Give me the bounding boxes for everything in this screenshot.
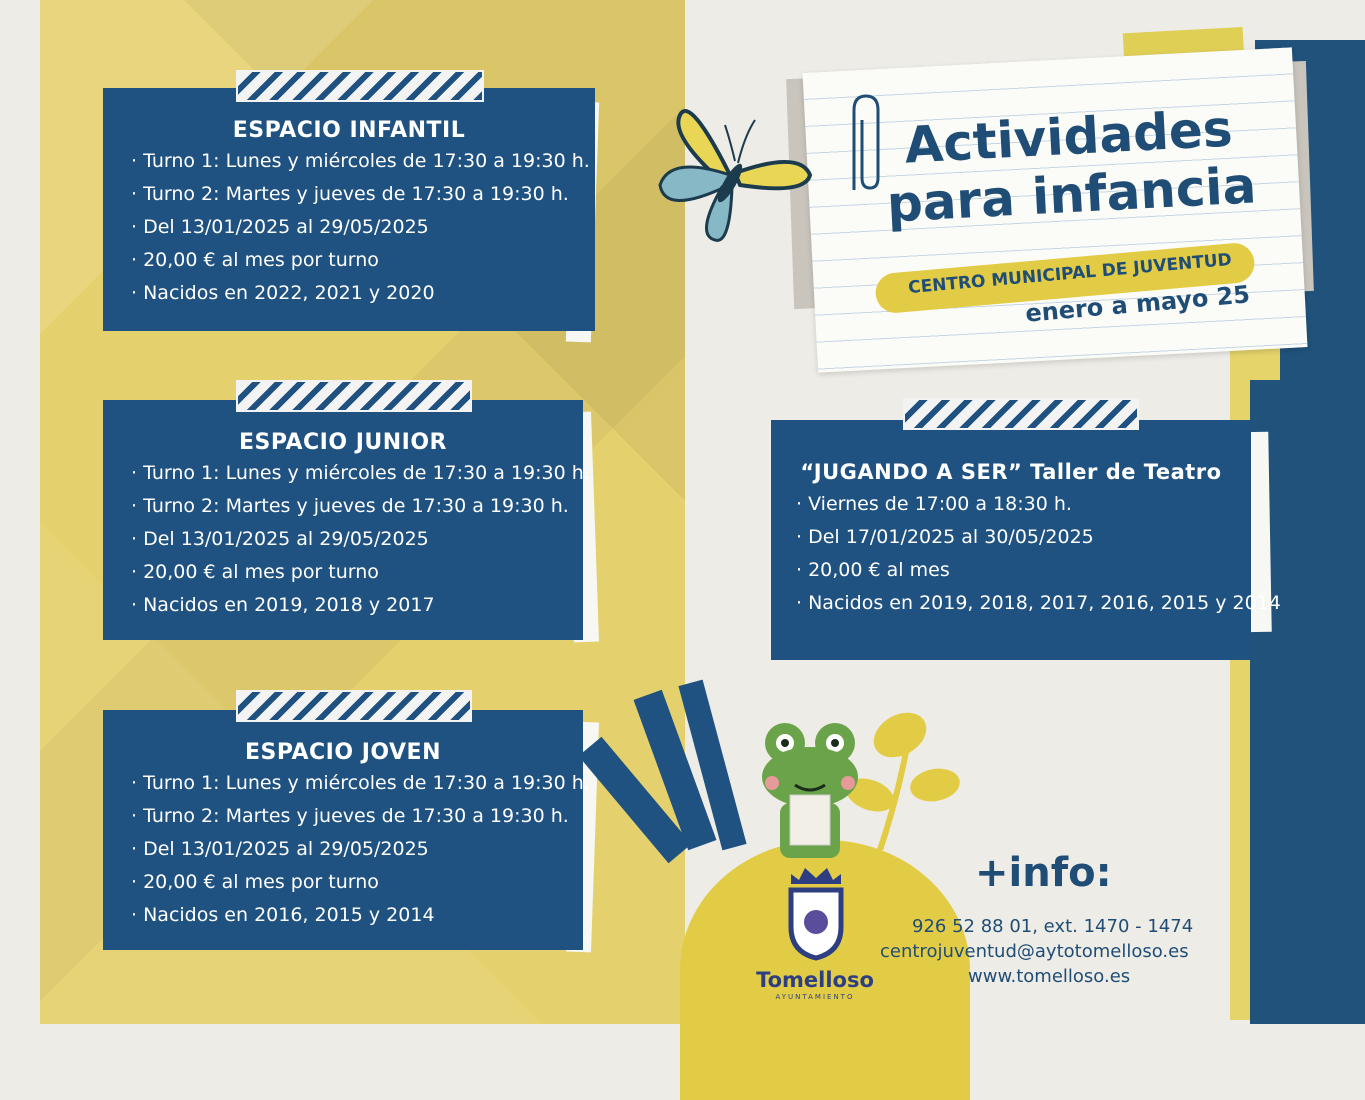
list-item: Nacidos en 2022, 2021 y 2020 (131, 277, 595, 310)
card-list: Viernes de 17:00 a 18:30 h. Del 17/01/20… (796, 488, 1281, 620)
info-phone: 926 52 88 01, ext. 1470 - 1474 (912, 916, 1194, 937)
list-item: Del 17/01/2025 al 30/05/2025 (796, 521, 1251, 554)
info-website[interactable]: www.tomelloso.es (968, 966, 1131, 987)
card-espacio-junior: ESPACIO JUNIOR Turno 1: Lunes y miércole… (103, 400, 590, 640)
card-espacio-infantil: ESPACIO INFANTIL Turno 1: Lunes y miérco… (103, 88, 595, 331)
butterfly-icon (658, 109, 813, 242)
card-jugando-a-ser: “JUGANDO A SER” Taller de Teatro Viernes… (771, 420, 1281, 660)
list-item: 20,00 € al mes por turno (131, 244, 595, 277)
list-item: Turno 1: Lunes y miércoles de 17:30 a 19… (131, 767, 590, 800)
list-item: Turno 1: Lunes y miércoles de 17:30 a 19… (131, 145, 595, 178)
list-item: Nacidos en 2019, 2018, 2017, 2016, 2015 … (796, 587, 1281, 620)
card-list: Turno 1: Lunes y miércoles de 17:30 a 19… (131, 457, 590, 622)
logo-name: Tomelloso (756, 968, 874, 992)
list-item: Turno 2: Martes y jueves de 17:30 a 19:3… (131, 490, 583, 523)
list-item: 20,00 € al mes por turno (131, 556, 583, 589)
list-item: Turno 1: Lunes y miércoles de 17:30 a 19… (131, 457, 590, 490)
list-item: 20,00 € al mes (796, 554, 1251, 587)
paperclip-icon (852, 94, 880, 190)
card-espacio-joven: ESPACIO JOVEN Turno 1: Lunes y miércoles… (103, 710, 590, 950)
card-title: ESPACIO JUNIOR (239, 430, 447, 455)
list-item: Nacidos en 2019, 2018 y 2017 (131, 589, 583, 622)
card-list: Turno 1: Lunes y miércoles de 17:30 a 19… (131, 145, 595, 310)
list-item: Turno 2: Martes y jueves de 17:30 a 19:3… (131, 800, 583, 833)
info-heading: +info: (975, 850, 1112, 896)
logo-tagline: AYUNTAMIENTO (775, 993, 855, 1001)
list-item: Del 13/01/2025 al 29/05/2025 (131, 211, 595, 244)
striped-tape (903, 398, 1139, 430)
list-item: Viernes de 17:00 a 18:30 h. (796, 488, 1251, 521)
plant-icon (845, 712, 960, 850)
list-item: Del 13/01/2025 al 29/05/2025 (131, 523, 583, 556)
striped-tape (236, 690, 472, 722)
list-item: Turno 2: Martes y jueves de 17:30 a 19:3… (131, 178, 595, 211)
page-title: Actividades para infancia (877, 98, 1263, 234)
card-title: “JUGANDO A SER” Taller de Teatro (800, 460, 1222, 484)
frog-icon (762, 723, 858, 858)
list-item: 20,00 € al mes por turno (131, 866, 583, 899)
card-title: ESPACIO INFANTIL (232, 118, 466, 143)
card-title: ESPACIO JOVEN (245, 740, 441, 765)
striped-tape (236, 70, 484, 102)
list-item: Nacidos en 2016, 2015 y 2014 (131, 899, 583, 932)
striped-tape (236, 380, 472, 412)
list-item: Del 13/01/2025 al 29/05/2025 (131, 833, 583, 866)
card-list: Turno 1: Lunes y miércoles de 17:30 a 19… (131, 767, 590, 932)
info-email[interactable]: centrojuventud@aytotomelloso.es (880, 941, 1189, 962)
tomelloso-crest-icon (788, 868, 844, 961)
